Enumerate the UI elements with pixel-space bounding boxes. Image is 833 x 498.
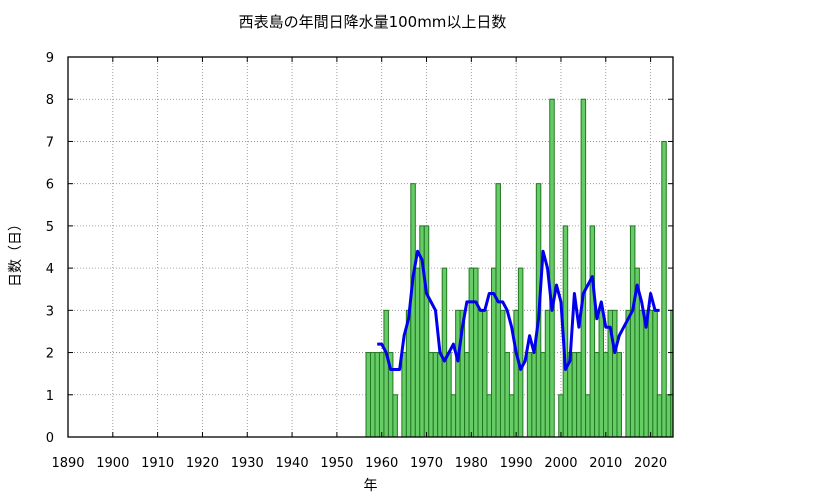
y-tick-label: 1 [46,389,54,404]
bar-1971 [428,352,434,438]
bar-2003 [571,352,578,438]
bar-1972 [432,352,439,438]
bar-2006 [585,394,591,438]
bar-2020 [647,309,654,438]
x-tick-label: 1920 [186,456,219,471]
x-tick-label: 2000 [544,456,577,471]
y-tick-label: 7 [46,135,54,150]
bar-1967 [410,183,416,438]
x-tick-label: 1970 [410,456,443,471]
bar-2021 [652,309,658,438]
bar-1957 [365,352,372,438]
bar-2024 [665,394,672,438]
bar-2013 [616,352,622,438]
bar-1998 [549,98,555,438]
bar-2022 [656,394,663,438]
bar-1987 [499,309,506,438]
axis-ticks: 1890 1900 1910 1920 1930 1940 1950 1960 1970 1980… [46,51,673,471]
bar-2009 [598,309,605,438]
bar-1958 [370,352,376,438]
bar-1981 [473,267,479,438]
y-tick-label: 2 [46,347,54,362]
bar-1982 [477,309,484,438]
y-tick-label: 6 [46,178,54,193]
x-tick-label: 1930 [231,456,264,471]
bar-1980 [468,267,475,438]
bar-1973 [437,352,443,438]
bar-1979 [464,352,470,438]
moving-average-line [377,249,660,371]
bar-1994 [531,352,537,438]
plot-frame [67,56,674,438]
bar-1986 [495,183,501,438]
bar-2008 [594,352,600,438]
bar-2018 [638,309,645,438]
bar-1983 [482,309,488,438]
bar-1997 [544,309,551,438]
bar-1977 [455,309,461,438]
x-axis-label: 年 [364,478,378,494]
bar-1989 [508,394,515,438]
bar-2016 [629,225,636,438]
bar-2007 [589,225,596,438]
bar-2015 [625,309,631,438]
bar-1968 [414,267,421,438]
y-tick-label: 8 [46,93,54,108]
y-tick-label: 3 [46,304,54,319]
bar-1970 [423,225,430,438]
y-tick-label: 4 [46,262,54,277]
bar-2019 [643,309,649,438]
bar-2012 [612,309,618,438]
bar-2005 [580,98,587,438]
bar-1963 [392,394,398,438]
bar-1976 [450,394,457,438]
bar-2010 [603,352,609,438]
bar-2023 [661,140,667,438]
bar-1959 [374,352,380,438]
bar-1965 [401,352,407,438]
bar-1984 [486,394,493,438]
chart-title: 西表島の年間日降水量100mm以上日数 [239,13,507,31]
x-tick-label: 1910 [141,456,174,471]
y-axis-label: 日数（日） [8,217,24,287]
bar-2000 [558,394,564,438]
x-tick-label: 1980 [455,456,488,471]
bar-1993 [526,352,533,438]
bar-1975 [446,352,452,438]
x-tick-label: 1950 [320,456,353,471]
x-tick-label: 2020 [634,456,667,471]
moving-average-polyline [377,249,660,371]
y-tick-label: 5 [46,220,54,235]
x-tick-label: 1900 [96,456,129,471]
bar-1961 [383,309,389,438]
x-tick-label: 1990 [500,456,533,471]
bar-2004 [576,352,582,438]
x-tick-label: 1940 [276,456,309,471]
bar-1990 [513,309,519,438]
bar-1960 [378,352,385,438]
bar-1996 [540,352,546,438]
x-tick-label: 1890 [51,456,84,471]
bar-1991 [517,267,524,438]
bar-1988 [504,352,510,438]
x-tick-label: 1960 [365,456,398,471]
y-tick-label: 9 [46,51,54,66]
bar-1974 [441,267,448,438]
y-tick-label: 0 [46,431,54,446]
x-tick-label: 2010 [589,456,622,471]
